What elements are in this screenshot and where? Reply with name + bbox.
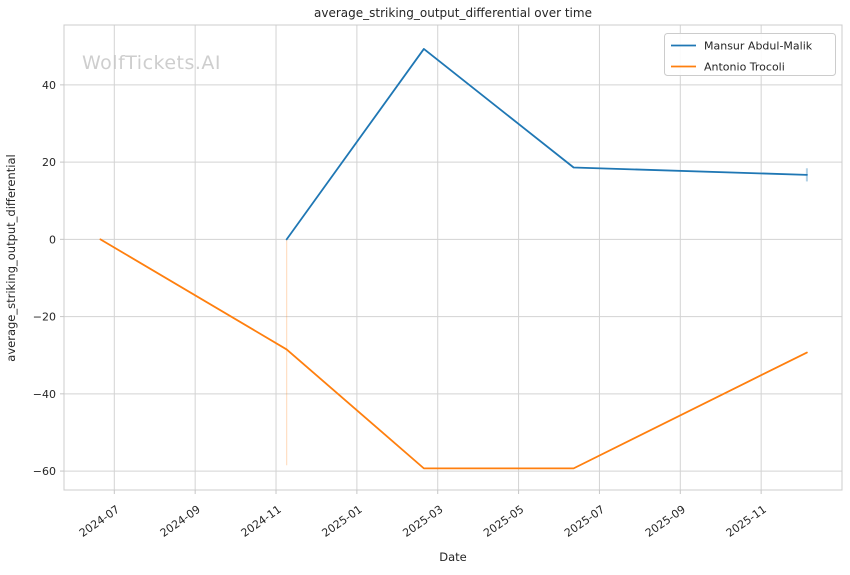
x-tick-label: 2025-03 bbox=[400, 503, 445, 540]
legend-label-1: Antonio Trocoli bbox=[704, 61, 785, 74]
x-tick-label: 2025-07 bbox=[562, 503, 607, 540]
y-tick-label: −60 bbox=[33, 465, 56, 478]
x-gridlines bbox=[113, 25, 762, 490]
legend: Mansur Abdul-Malik Antonio Trocoli bbox=[664, 33, 836, 76]
y-tick-label: 0 bbox=[49, 233, 56, 246]
y-tick-label: −20 bbox=[33, 311, 56, 324]
y-tick-label: −40 bbox=[33, 388, 56, 401]
y-gridlines bbox=[64, 84, 842, 472]
series-line-1 bbox=[99, 238, 808, 470]
legend-box bbox=[664, 33, 836, 76]
x-axis-label: Date bbox=[439, 550, 467, 564]
plot-area bbox=[64, 25, 842, 490]
chart-title: average_striking_output_differential ove… bbox=[314, 6, 592, 20]
y-tick-labels: 40 20 0 −20 −40 −60 bbox=[33, 79, 64, 478]
x-tick-label: 2024-07 bbox=[77, 503, 122, 540]
y-axis-label: average_striking_output_differential bbox=[4, 154, 18, 361]
series-line-0 bbox=[285, 48, 808, 241]
x-tick-label: 2025-01 bbox=[319, 503, 364, 540]
legend-label-0: Mansur Abdul-Malik bbox=[704, 40, 813, 53]
x-tick-label: 2025-09 bbox=[643, 503, 688, 540]
y-tick-label: 20 bbox=[42, 156, 56, 169]
x-tick-label: 2024-11 bbox=[239, 503, 284, 540]
x-tick-label: 2025-11 bbox=[724, 503, 769, 540]
series-lines bbox=[99, 48, 808, 470]
watermark-text: WolfTickets.AI bbox=[82, 52, 221, 74]
x-tick-labels: 2024-07 2024-09 2024-11 2025-01 2025-03 2025-… bbox=[77, 490, 769, 540]
axes-border bbox=[63, 24, 843, 491]
x-tick-label: 2024-09 bbox=[158, 503, 203, 540]
x-tick-label: 2025-05 bbox=[481, 503, 526, 540]
y-tick-label: 40 bbox=[42, 79, 56, 92]
